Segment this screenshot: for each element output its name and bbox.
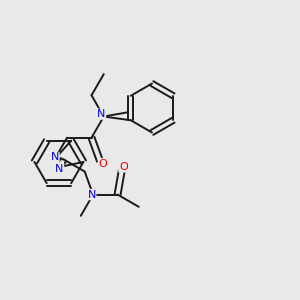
Text: O: O [98, 159, 107, 169]
Text: O: O [119, 162, 128, 172]
Text: N: N [87, 190, 96, 200]
Text: N: N [97, 109, 106, 119]
Text: N: N [51, 152, 59, 162]
Text: N: N [55, 164, 64, 173]
